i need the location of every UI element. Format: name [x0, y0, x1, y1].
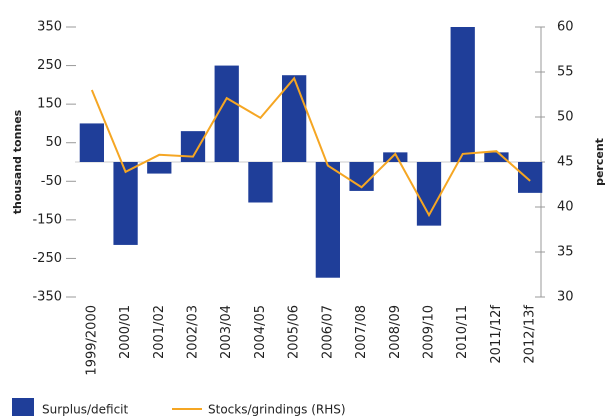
bar: [113, 162, 138, 245]
x-tick-label: 2011/12f: [489, 305, 504, 364]
x-tick-label: 2012/13f: [523, 305, 538, 364]
x-tick-label: 2004/05: [253, 305, 268, 359]
y-tick-label: -250: [32, 251, 62, 266]
x-tick-label: 2010/11: [455, 305, 470, 359]
y2-tick-label: 55: [557, 65, 574, 80]
x-tick-label: 2000/01: [118, 305, 133, 359]
bar: [518, 162, 543, 193]
y-tick-label: 250: [37, 58, 62, 73]
bar: [282, 75, 307, 162]
bar: [248, 162, 273, 203]
legend-label: Stocks/grindings (RHS): [208, 403, 346, 417]
x-tick-label: 2008/09: [388, 305, 403, 359]
x-tick-label: 2005/06: [287, 305, 302, 359]
x-tick-label: 2003/04: [219, 305, 234, 359]
y-tick-label: 150: [37, 97, 62, 112]
y2-tick-label: 50: [557, 110, 574, 125]
y-tick-label: -150: [32, 212, 62, 227]
y-tick-label: 350: [37, 20, 62, 35]
x-tick-label: 2006/07: [320, 305, 335, 359]
y2-tick-label: 45: [557, 155, 574, 170]
bar: [315, 162, 340, 278]
y2-tick-label: 30: [557, 290, 574, 305]
bar: [450, 27, 475, 162]
legend-label: Surplus/deficit: [42, 403, 128, 417]
y2-tick-label: 60: [557, 20, 574, 35]
y-tick-label: -350: [32, 290, 62, 305]
x-tick-label: 2009/10: [422, 305, 437, 359]
y-tick-label: -50: [41, 174, 62, 189]
legend-swatch: [12, 398, 34, 416]
line: [90, 76, 531, 218]
bar: [383, 152, 408, 162]
bar: [147, 162, 172, 174]
x-tick-label: 1999/2000: [84, 305, 99, 376]
y2-tick-label: 35: [557, 245, 574, 260]
bar: [79, 123, 104, 162]
y2-axis-title: percent: [593, 138, 606, 186]
y2-tick-label: 40: [557, 200, 574, 215]
y-axis-title: thousand tonnes: [11, 109, 24, 214]
x-tick-label: 2001/02: [152, 305, 167, 359]
x-tick-label: 2002/03: [186, 305, 201, 359]
bar: [484, 152, 509, 162]
x-tick-label: 2007/08: [354, 305, 369, 359]
y-tick-label: 50: [45, 135, 62, 150]
